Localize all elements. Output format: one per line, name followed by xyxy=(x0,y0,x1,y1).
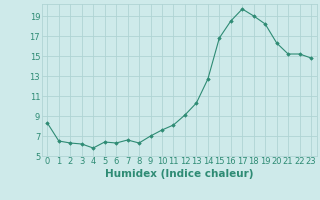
X-axis label: Humidex (Indice chaleur): Humidex (Indice chaleur) xyxy=(105,169,253,179)
